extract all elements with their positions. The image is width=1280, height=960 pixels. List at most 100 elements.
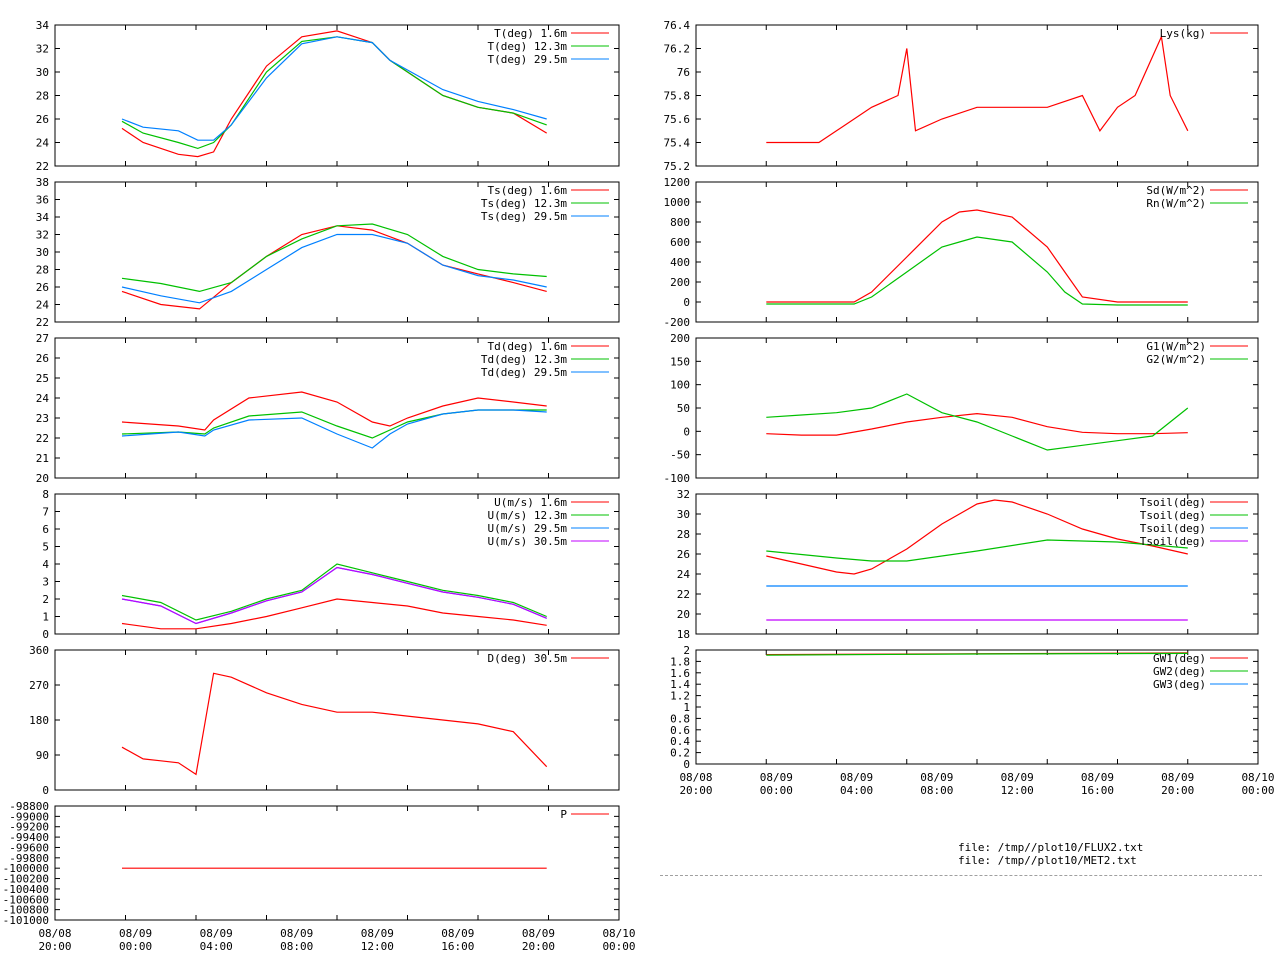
soil_temp-legend-label-3: Tsoil(deg) <box>1140 535 1206 548</box>
air_temp-series-2 <box>121 36 547 141</box>
radiation-series-1 <box>766 236 1188 306</box>
wind_speed-ytick-label: 4 <box>42 558 49 571</box>
soil_temp-ytick-label: 20 <box>677 608 690 621</box>
right-xaxis-time-0: 20:00 <box>679 784 712 797</box>
gw-ytick-label: 1.8 <box>670 655 690 668</box>
surface_temp-series-0 <box>121 225 547 310</box>
left-xaxis-time-2: 04:00 <box>200 940 233 953</box>
right-xaxis-day-6: 08/09 <box>1161 771 1194 784</box>
radiation-ytick-label: -200 <box>664 316 691 329</box>
gw-ytick-label: 0 <box>683 758 690 771</box>
gw-legend-label-0: GW1(deg) <box>1153 652 1206 665</box>
file-label-flux: file: /tmp//plot10/FLUX2.txt <box>958 841 1144 854</box>
air_temp-ytick-label: 34 <box>36 19 50 32</box>
surface_temp-ytick-label: 30 <box>36 246 49 259</box>
soil_temp-legend-label-1: Tsoil(deg) <box>1140 509 1206 522</box>
pressure-ytick-label: -100800 <box>3 904 49 917</box>
pressure-ytick-label: -101000 <box>3 914 49 927</box>
soil_temp-ytick-label: 30 <box>677 508 690 521</box>
radiation-ytick-label: 600 <box>670 236 690 249</box>
right-xaxis-day-0: 08/08 <box>679 771 712 784</box>
gw-legend-label-1: GW2(deg) <box>1153 665 1206 678</box>
wind_dir-ytick-label: 90 <box>36 749 49 762</box>
right-xaxis-day-7: 08/10 <box>1241 771 1274 784</box>
lysimeter-legend-label-0: Lys(kg) <box>1160 27 1206 40</box>
gw-ytick-label: 2 <box>683 644 690 657</box>
gw-ytick-label: 1.2 <box>670 690 690 703</box>
surface_temp-legend-label-1: Ts(deg) 12.3m <box>481 197 567 210</box>
right-xaxis-day-3: 08/09 <box>920 771 953 784</box>
file-info: file: /tmp//plot10/FLUX2.txt file: /tmp/… <box>958 841 1143 867</box>
wind_dir-frame <box>54 649 620 791</box>
left-xaxis-time-0: 20:00 <box>38 940 71 953</box>
right-xaxis-day-5: 08/09 <box>1081 771 1114 784</box>
dewpoint-ytick-label: 25 <box>36 372 49 385</box>
pressure-ytick-label: -99800 <box>9 852 49 865</box>
right-xaxis-time-1: 00:00 <box>760 784 793 797</box>
left-xaxis-day-2: 08/09 <box>200 927 233 940</box>
ground_flux-legend-label-0: G1(W/m^2) <box>1146 340 1206 353</box>
surface_temp-ytick-label: 32 <box>36 229 49 242</box>
surface_temp-ytick-label: 28 <box>36 264 49 277</box>
lysimeter-ytick-label: 76 <box>677 66 690 79</box>
right-xaxis-time-5: 16:00 <box>1081 784 1114 797</box>
left-xaxis-time-4: 12:00 <box>361 940 394 953</box>
air_temp-series-0 <box>121 30 548 158</box>
left-xaxis-time-3: 08:00 <box>280 940 313 953</box>
wind_speed-legend-label-2: U(m/s) 29.5m <box>488 522 568 535</box>
right-xaxis-day-4: 08/09 <box>1001 771 1034 784</box>
radiation-legend-label-1: Rn(W/m^2) <box>1146 197 1206 210</box>
wind_speed-series-1 <box>121 563 547 621</box>
surface_temp-ytick-label: 34 <box>36 211 50 224</box>
soil_temp-series-0 <box>766 499 1188 575</box>
lysimeter-ytick-label: 75.6 <box>664 113 691 126</box>
left-xaxis-day-3: 08/09 <box>280 927 313 940</box>
wind_speed-ytick-label: 6 <box>42 523 49 536</box>
air_temp-ytick-label: 28 <box>36 90 49 103</box>
left-xaxis-day-7: 08/10 <box>602 927 635 940</box>
soil_temp-ytick-label: 26 <box>677 548 690 561</box>
radiation-ytick-label: 1000 <box>664 196 691 209</box>
air_temp-ytick-label: 26 <box>36 113 49 126</box>
wind_dir-ytick-label: 360 <box>29 644 49 657</box>
left-xaxis-day-1: 08/09 <box>119 927 152 940</box>
ground_flux-series-0 <box>766 412 1188 436</box>
soil_temp-ytick-label: 22 <box>677 588 690 601</box>
ground_flux-ytick-label: 150 <box>670 355 690 368</box>
lysimeter-ytick-label: 75.4 <box>664 137 691 150</box>
wind_speed-ytick-label: 2 <box>42 593 49 606</box>
wind_speed-ytick-label: 5 <box>42 541 49 554</box>
lysimeter-series-0 <box>766 34 1189 144</box>
soil_temp-ytick-label: 32 <box>677 488 690 501</box>
dewpoint-legend-label-2: Td(deg) 29.5m <box>481 366 567 379</box>
lysimeter-ytick-label: 75.2 <box>664 160 691 173</box>
dewpoint-ytick-label: 21 <box>36 452 49 465</box>
soil_temp-ytick-label: 24 <box>677 568 691 581</box>
right-xaxis-time-4: 12:00 <box>1001 784 1034 797</box>
dewpoint-ytick-label: 22 <box>36 432 49 445</box>
radiation-ytick-label: 200 <box>670 276 690 289</box>
right-xaxis-time-6: 20:00 <box>1161 784 1194 797</box>
wind_dir-ytick-label: 270 <box>29 679 49 692</box>
dewpoint-ytick-label: 27 <box>36 332 49 345</box>
air_temp-series-1 <box>121 36 547 150</box>
air_temp-ytick-label: 24 <box>36 137 50 150</box>
surface_temp-ytick-label: 22 <box>36 316 49 329</box>
ground_flux-ytick-label: 50 <box>677 402 690 415</box>
wind_speed-legend-label-3: U(m/s) 30.5m <box>488 535 568 548</box>
lysimeter-ytick-label: 75.8 <box>664 90 691 103</box>
ground_flux-ytick-label: 100 <box>670 379 690 392</box>
wind_dir-ytick-label: 180 <box>29 714 49 727</box>
surface_temp-ytick-label: 38 <box>36 176 49 189</box>
radiation-legend-label-0: Sd(W/m^2) <box>1146 184 1206 197</box>
dewpoint-ytick-label: 20 <box>36 472 49 485</box>
pressure-ytick-label: -100600 <box>3 893 49 906</box>
ground_flux-legend-label-1: G2(W/m^2) <box>1146 353 1206 366</box>
left-xaxis-time-5: 16:00 <box>441 940 474 953</box>
air_temp-legend-label-1: T(deg) 12.3m <box>488 40 568 53</box>
separator-line <box>660 875 1262 876</box>
pressure-frame <box>54 805 620 921</box>
left-xaxis-time-6: 20:00 <box>522 940 555 953</box>
ground_flux-ytick-label: -100 <box>664 472 691 485</box>
